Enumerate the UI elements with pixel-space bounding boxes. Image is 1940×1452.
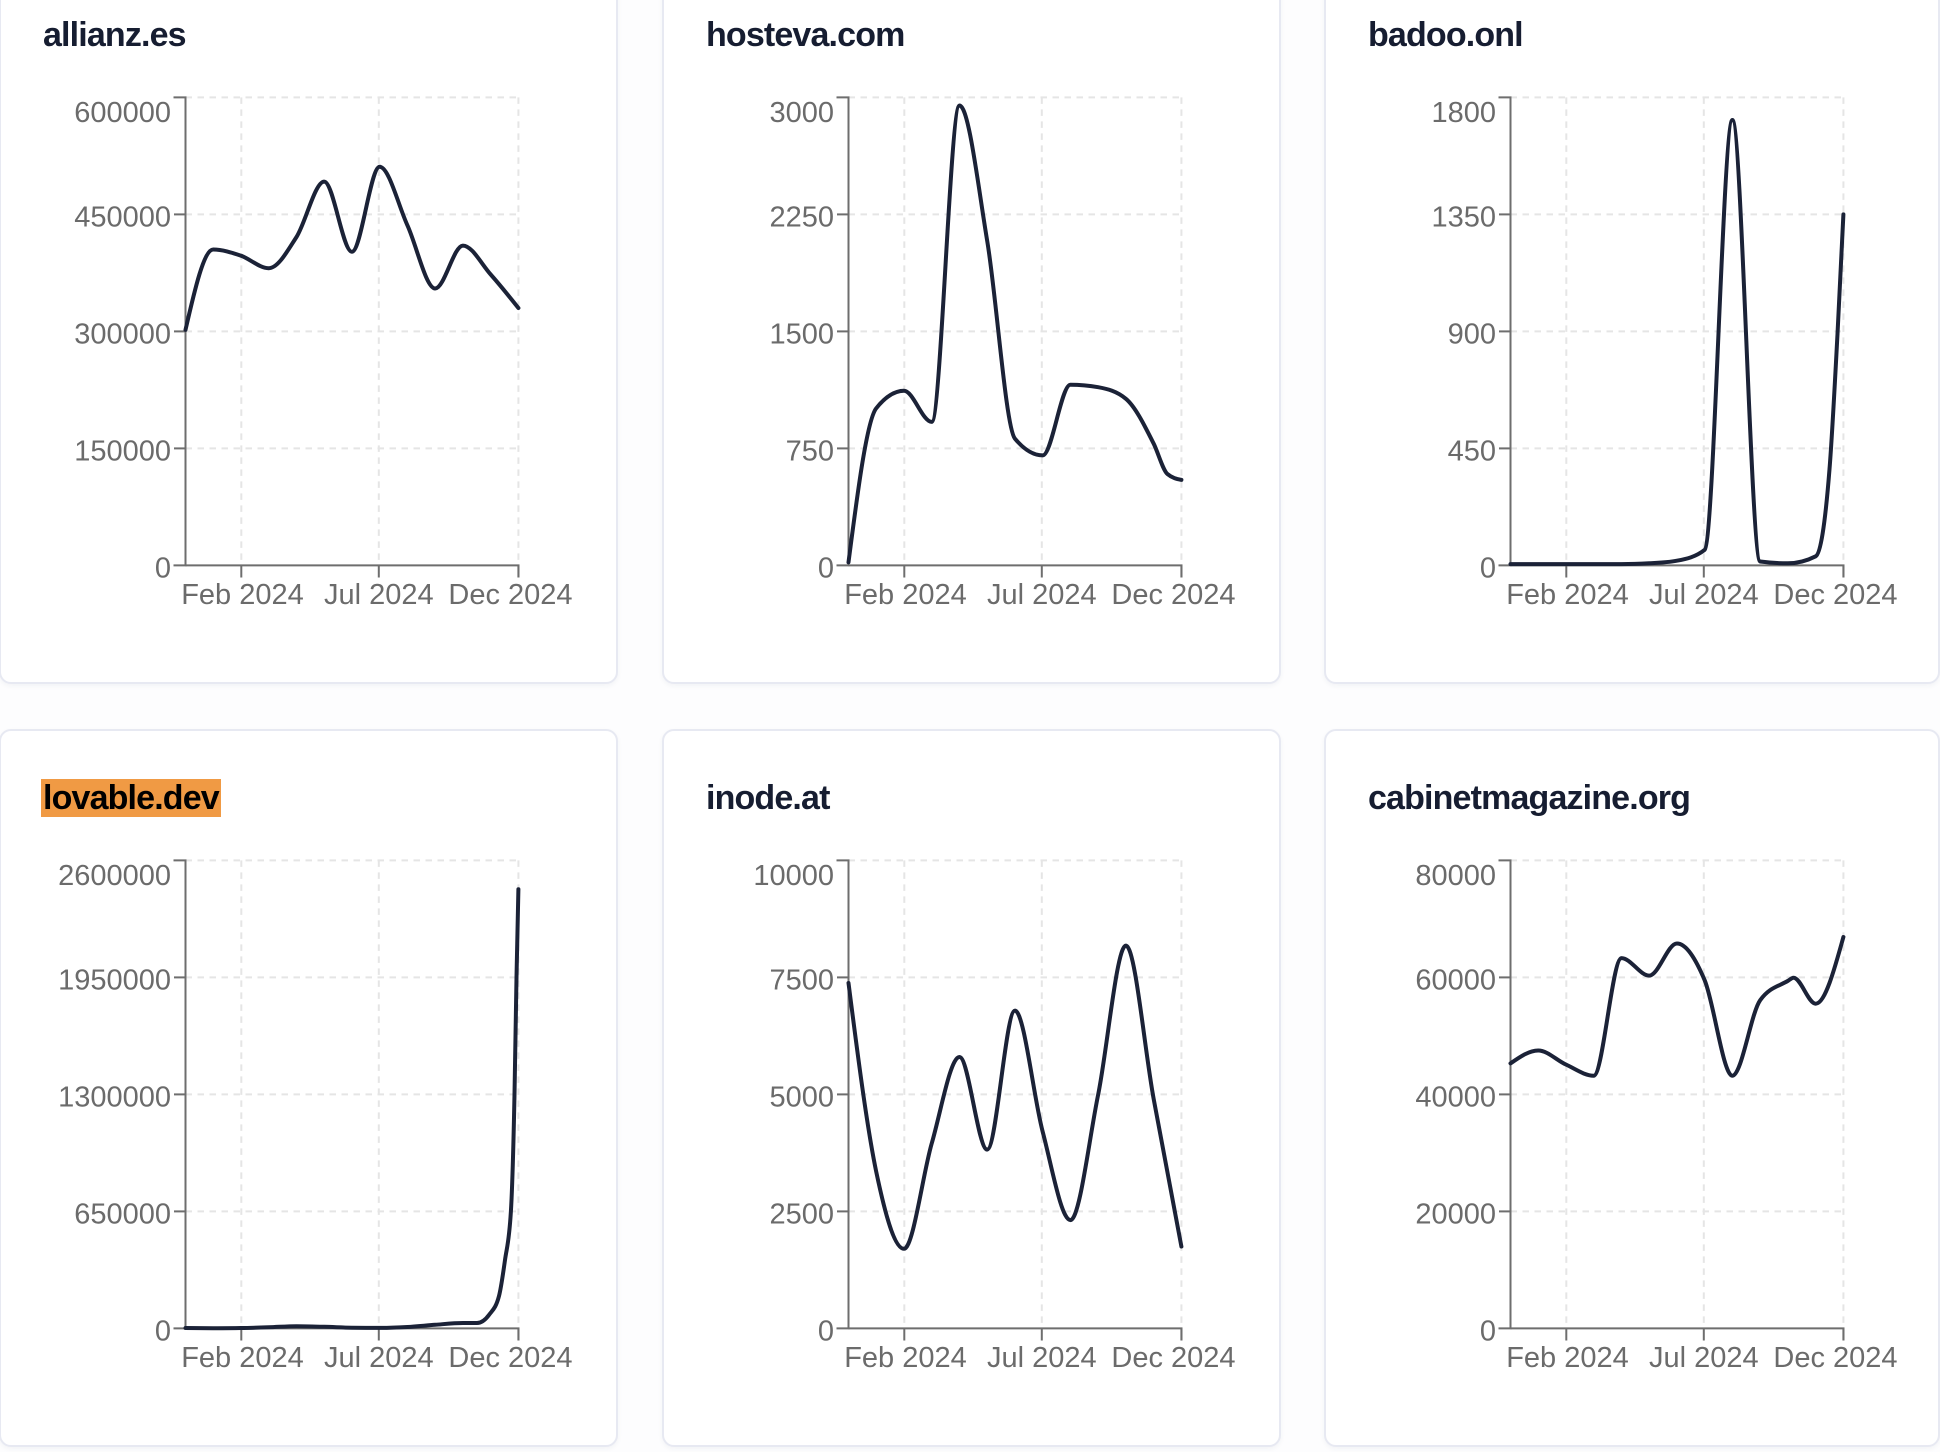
svg-text:750: 750 xyxy=(786,436,834,468)
svg-text:900: 900 xyxy=(1448,319,1496,351)
svg-text:2500: 2500 xyxy=(769,1199,834,1231)
svg-text:10000: 10000 xyxy=(753,860,834,892)
svg-text:450000: 450000 xyxy=(74,202,171,234)
svg-text:Feb 2024: Feb 2024 xyxy=(1506,1342,1629,1374)
svg-text:Dec 2024: Dec 2024 xyxy=(1111,1342,1235,1374)
svg-text:5000: 5000 xyxy=(769,1082,834,1114)
svg-text:1950000: 1950000 xyxy=(58,965,171,997)
svg-text:Jul 2024: Jul 2024 xyxy=(324,579,434,611)
svg-text:Feb 2024: Feb 2024 xyxy=(1506,579,1629,611)
svg-text:Feb 2024: Feb 2024 xyxy=(844,1342,967,1374)
svg-text:1300000: 1300000 xyxy=(58,1082,171,1114)
svg-text:1800: 1800 xyxy=(1431,97,1496,129)
svg-text:Feb 2024: Feb 2024 xyxy=(181,579,304,611)
svg-text:1350: 1350 xyxy=(1431,202,1496,234)
svg-text:Dec 2024: Dec 2024 xyxy=(1111,579,1235,611)
svg-text:60000: 60000 xyxy=(1415,965,1496,997)
svg-text:0: 0 xyxy=(818,1316,834,1348)
svg-text:Jul 2024: Jul 2024 xyxy=(987,1342,1097,1374)
svg-text:0: 0 xyxy=(818,553,834,585)
svg-text:0: 0 xyxy=(155,553,171,585)
svg-text:0: 0 xyxy=(155,1316,171,1348)
svg-text:1500: 1500 xyxy=(769,319,834,351)
svg-text:Dec 2024: Dec 2024 xyxy=(1773,1342,1897,1374)
svg-text:150000: 150000 xyxy=(74,436,171,468)
svg-text:3000: 3000 xyxy=(769,97,834,129)
svg-text:0: 0 xyxy=(1480,553,1496,585)
svg-text:Jul 2024: Jul 2024 xyxy=(1649,1342,1759,1374)
svg-text:80000: 80000 xyxy=(1415,860,1496,892)
svg-text:Feb 2024: Feb 2024 xyxy=(181,1342,304,1374)
svg-text:2250: 2250 xyxy=(769,202,834,234)
svg-text:0: 0 xyxy=(1480,1316,1496,1348)
svg-text:20000: 20000 xyxy=(1415,1199,1496,1231)
svg-text:Feb 2024: Feb 2024 xyxy=(844,579,967,611)
svg-text:7500: 7500 xyxy=(769,965,834,997)
svg-text:Jul 2024: Jul 2024 xyxy=(324,1342,434,1374)
svg-text:650000: 650000 xyxy=(74,1199,171,1231)
svg-text:Jul 2024: Jul 2024 xyxy=(987,579,1097,611)
svg-text:40000: 40000 xyxy=(1415,1082,1496,1114)
svg-text:600000: 600000 xyxy=(74,97,171,129)
svg-text:2600000: 2600000 xyxy=(58,860,171,892)
svg-text:300000: 300000 xyxy=(74,319,171,351)
svg-text:Dec 2024: Dec 2024 xyxy=(1773,579,1897,611)
svg-text:450: 450 xyxy=(1448,436,1496,468)
svg-text:Jul 2024: Jul 2024 xyxy=(1649,579,1759,611)
svg-text:Dec 2024: Dec 2024 xyxy=(448,579,572,611)
svg-text:Dec 2024: Dec 2024 xyxy=(448,1342,572,1374)
